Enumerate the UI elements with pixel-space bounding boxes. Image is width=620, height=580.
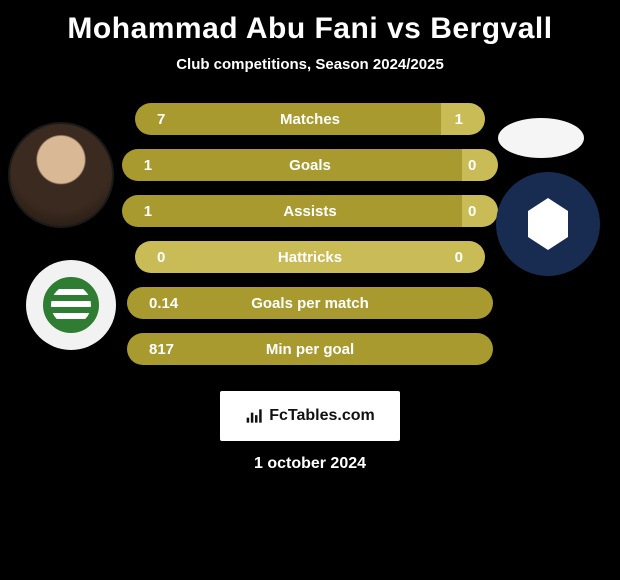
stat-right-value: 1: [449, 111, 469, 128]
stat-left-value: 0.14: [143, 295, 184, 312]
club-left-crest: [26, 260, 116, 350]
stat-left-value: 1: [138, 203, 158, 220]
stat-bar: 7 1 Matches: [135, 103, 485, 135]
date-text: 1 october 2024: [254, 455, 366, 473]
stat-left-value: 0: [151, 249, 171, 266]
player-left-avatar: [8, 122, 114, 228]
stat-left-value: 1: [138, 157, 158, 174]
stat-right-value: 0: [449, 249, 469, 266]
chart-icon: [245, 407, 265, 425]
stat-label: Goals: [289, 157, 331, 174]
stat-bar: 817 Min per goal: [127, 333, 493, 365]
club-right-crest: [496, 172, 600, 276]
stat-left-value: 817: [143, 341, 180, 358]
stat-right-value: 0: [462, 203, 482, 220]
stat-bar: 0.14 Goals per match: [127, 287, 493, 319]
stat-label: Min per goal: [266, 341, 354, 358]
stat-bar: 0 0 Hattricks: [135, 241, 485, 273]
stat-label: Goals per match: [251, 295, 369, 312]
brand-text: FcTables.com: [269, 407, 375, 425]
subtitle: Club competitions, Season 2024/2025: [176, 56, 444, 73]
player-right-avatar: [498, 118, 584, 158]
stat-label: Matches: [280, 111, 340, 128]
stat-label: Hattricks: [278, 249, 342, 266]
stat-label: Assists: [283, 203, 336, 220]
brand-badge[interactable]: FcTables.com: [220, 391, 400, 441]
stat-bar: 1 0 Assists: [122, 195, 499, 227]
stat-left-value: 7: [151, 111, 171, 128]
stat-right-value: 0: [462, 157, 482, 174]
page-title: Mohammad Abu Fani vs Bergvall: [67, 12, 552, 46]
stat-bar: 1 0 Goals: [122, 149, 499, 181]
